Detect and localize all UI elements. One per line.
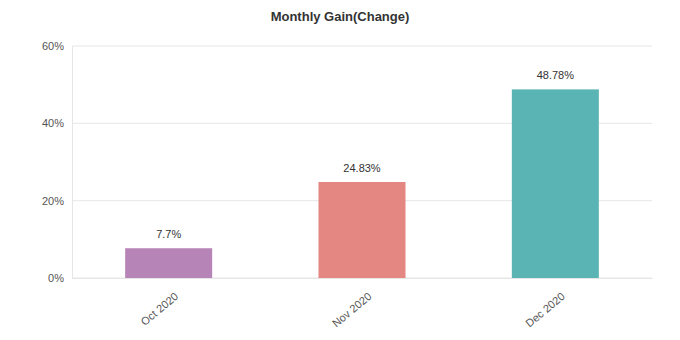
x-tick: Dec 2020 — [523, 278, 567, 329]
y-tick-label: 0% — [48, 272, 64, 284]
chart: Monthly Gain(Change) 0% 20% 40% 60% Oct 2020 N… — [0, 0, 680, 340]
y-axis-line — [72, 47, 73, 279]
y-tick: 20% — [42, 195, 72, 207]
y-axis: 0% 20% 40% 60% — [42, 40, 73, 284]
y-tick: 0% — [48, 272, 72, 284]
bar — [319, 182, 406, 278]
x-axis-line — [73, 278, 653, 279]
x-tick-label: Nov 2020 — [330, 290, 374, 329]
plot: 0% 20% 40% 60% Oct 2020 Nov 2020 Dec 2020 7.7% 2… — [42, 40, 653, 329]
title: Monthly Gain(Change) — [271, 9, 410, 24]
y-tick-label: 60% — [42, 40, 64, 52]
grid-line — [72, 46, 652, 47]
y-tick-label: 20% — [42, 195, 64, 207]
x-tick-label: Oct 2020 — [138, 290, 180, 328]
x-tick: Nov 2020 — [330, 278, 374, 329]
y-tick: 60% — [42, 40, 72, 52]
data-label: 48.78% — [537, 69, 575, 81]
data-label: 7.7% — [156, 228, 181, 240]
data-labels: 7.7% 24.83% 48.78% — [156, 69, 574, 240]
grid — [72, 46, 652, 278]
bar — [125, 248, 212, 278]
x-axis: Oct 2020 Nov 2020 Dec 2020 — [73, 278, 653, 329]
y-tick: 40% — [42, 117, 72, 129]
bar — [512, 89, 599, 278]
x-tick: Oct 2020 — [138, 278, 180, 328]
data-label: 24.83% — [343, 162, 381, 174]
y-tick-label: 40% — [42, 117, 64, 129]
x-tick-label: Dec 2020 — [523, 290, 567, 329]
bars — [125, 89, 599, 278]
